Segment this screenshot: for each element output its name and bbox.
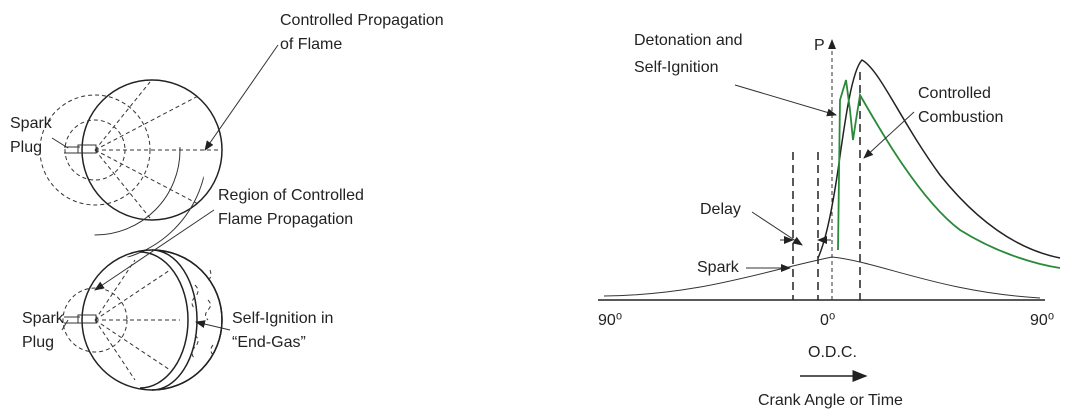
label: Detonation and <box>634 32 743 49</box>
label: Controlled <box>918 85 991 102</box>
arrow <box>195 320 231 331</box>
arrow <box>94 209 215 291</box>
label: Plug <box>22 334 54 351</box>
label: P <box>814 37 825 54</box>
label: “End-Gas” <box>232 334 306 351</box>
label: Self-Ignition in <box>232 310 333 327</box>
arrow <box>863 111 915 159</box>
label: O.D.C. <box>808 344 857 361</box>
label: Spark <box>697 259 740 276</box>
label: of Flame <box>280 36 342 53</box>
label: Delay <box>700 201 741 218</box>
label: Flame Propagation <box>218 211 353 228</box>
label: Plug <box>10 139 42 156</box>
bottom-chamber <box>37 249 223 391</box>
label: Spark <box>22 310 65 327</box>
label: 90⁰ <box>598 312 622 329</box>
arrow <box>734 84 837 117</box>
arrow <box>751 211 803 246</box>
label: Region of Controlled <box>218 187 364 204</box>
label: Spark <box>10 115 53 132</box>
label: Combustion <box>918 109 1003 126</box>
arrow <box>204 44 279 151</box>
label: 90⁰ <box>1030 312 1054 329</box>
label: Controlled Propagation <box>280 12 444 29</box>
label: Self-Ignition <box>634 59 719 76</box>
leader <box>51 137 69 331</box>
label: Crank Angle or Time <box>758 392 903 409</box>
pressure-diagram <box>598 39 1061 301</box>
label: 0⁰ <box>820 312 835 329</box>
